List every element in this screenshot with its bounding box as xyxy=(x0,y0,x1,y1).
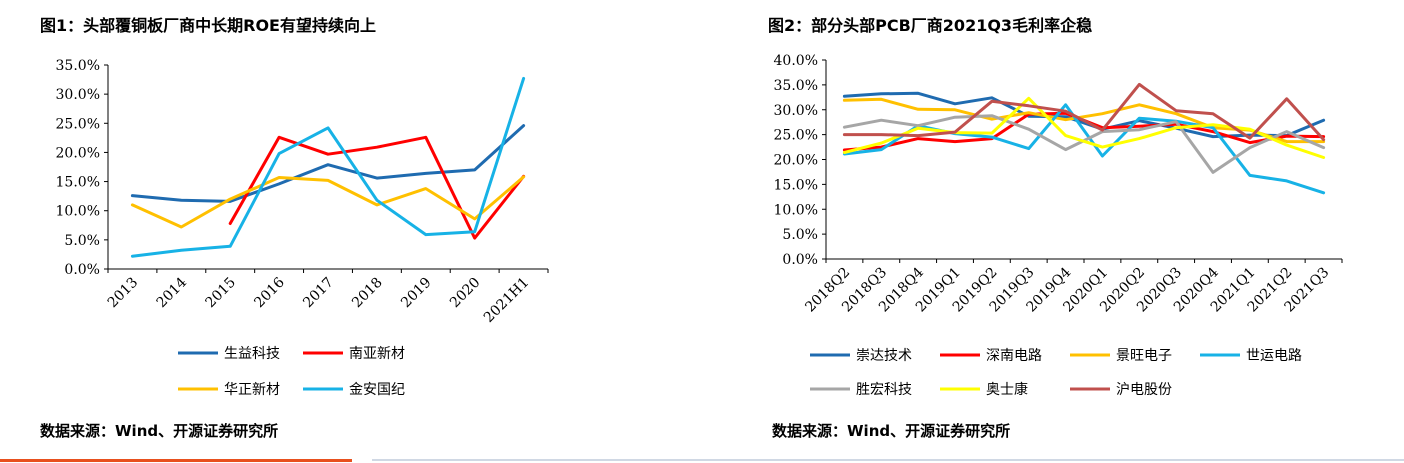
y-tick-label: 30.0% xyxy=(56,87,100,103)
legend-label: 胜宏科技 xyxy=(856,382,912,398)
y-tick-label: 25.0% xyxy=(56,116,100,132)
y-tick-label: 0.0% xyxy=(64,262,100,278)
y-tick-label: 20.0% xyxy=(774,153,818,169)
series-line-4 xyxy=(130,76,526,258)
series-line-7 xyxy=(842,82,1326,142)
legend-label: 生益科技 xyxy=(224,346,280,362)
series-line-2 xyxy=(228,135,526,240)
legend-label: 南亚新材 xyxy=(349,346,405,362)
series-line-4 xyxy=(842,103,1326,195)
y-tick-label: 10.0% xyxy=(56,204,100,220)
y-tick-label: 5.0% xyxy=(782,227,818,243)
y-tick-label: 10.0% xyxy=(774,202,818,218)
series-line-1 xyxy=(130,124,526,203)
figure-2-panel: 图2：部分头部PCB厂商2021Q3毛利率企稳 0.0% 5.0% 10.0% 15.… xyxy=(702,0,1404,463)
figure-1-title: 图1：头部覆铜板厂商中长期ROE有望持续向上 xyxy=(40,16,376,35)
y-tick-label: 15.0% xyxy=(774,177,818,193)
legend-label: 华正新材 xyxy=(224,382,280,398)
y-tick-label: 35.0% xyxy=(774,78,818,94)
y-tick-label: 35.0% xyxy=(56,58,100,74)
y-tick-label: 25.0% xyxy=(774,128,818,144)
figure-1-panel: 图1：头部覆铜板厂商中长期ROE有望持续向上 0.0% 5.0% 10.0% 15.0… xyxy=(40,16,549,440)
y-tick-label: 0.0% xyxy=(782,252,818,268)
legend-label: 崇达技术 xyxy=(856,348,912,364)
legend-label: 深南电路 xyxy=(986,348,1042,364)
legend-label: 沪电股份 xyxy=(1116,382,1172,398)
x-tick-label: 2016 xyxy=(251,274,288,311)
x-tick-label: 2021H1 xyxy=(481,275,532,326)
y-tick-label: 40.0% xyxy=(774,53,818,69)
x-tick-label: 2013 xyxy=(105,275,142,312)
y-tick-label: 15.0% xyxy=(56,175,100,191)
series-line-3 xyxy=(130,175,526,229)
figure-2-title: 图2：部分头部PCB厂商2021Q3毛利率企稳 xyxy=(768,16,1093,35)
gross-margin-line-chart: 0.0% 5.0% 10.0% 15.0% 20.0% 25.0% 30.0% 35.0% 40… xyxy=(774,53,1343,398)
x-tick-label: 2015 xyxy=(203,275,240,312)
figure-1-source: 数据来源：Wind、开源证券研究所 xyxy=(40,422,279,440)
roe-line-chart: 0.0% 5.0% 10.0% 15.0% 20.0% 25.0% 30.0% 35.0% 20… xyxy=(56,58,549,398)
y-tick-label: 30.0% xyxy=(774,103,818,119)
legend-label: 奥士康 xyxy=(986,381,1028,398)
x-tick-label: 2019 xyxy=(398,275,435,312)
y-tick-label: 5.0% xyxy=(64,233,100,249)
y-tick-label: 20.0% xyxy=(56,145,100,161)
x-tick-label: 2014 xyxy=(154,274,191,311)
bottom-rule xyxy=(0,459,1404,463)
x-tick-label: 2017 xyxy=(300,275,337,312)
series-line-6 xyxy=(842,96,1326,159)
legend-label: 世运电路 xyxy=(1246,348,1302,364)
legend-label: 景旺电子 xyxy=(1116,348,1172,364)
x-tick-label: 2018 xyxy=(349,275,386,312)
bottom-rule-line xyxy=(372,459,1404,461)
legend-label: 金安国纪 xyxy=(349,382,405,398)
figure-2-source: 数据来源：Wind、开源证券研究所 xyxy=(772,422,1011,440)
bottom-rule-accent xyxy=(0,459,352,462)
x-tick-label: 2020 xyxy=(447,275,484,312)
